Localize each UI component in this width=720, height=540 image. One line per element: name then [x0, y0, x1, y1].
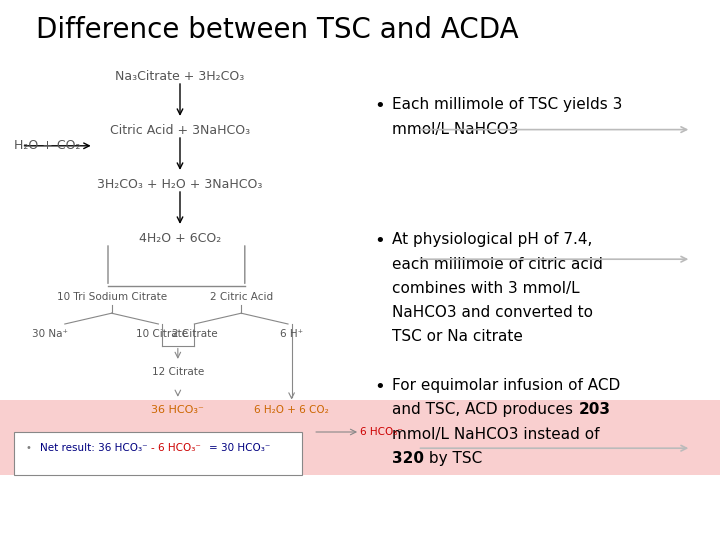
Bar — [0, 400, 720, 475]
Text: 10 Citrate: 10 Citrate — [136, 329, 188, 340]
Text: 203: 203 — [578, 402, 611, 417]
Text: 30 Na⁺: 30 Na⁺ — [32, 329, 68, 340]
Text: •: • — [374, 232, 385, 250]
Text: NaHCO3 and converted to: NaHCO3 and converted to — [392, 305, 593, 320]
Text: 2 Citrate: 2 Citrate — [171, 329, 217, 340]
Text: each millimole of citric acid: each millimole of citric acid — [392, 256, 603, 272]
Text: Na₃Citrate + 3H₂CO₃: Na₃Citrate + 3H₂CO₃ — [115, 70, 245, 83]
Text: mmol/L NaHCO3: mmol/L NaHCO3 — [392, 122, 519, 137]
Text: Each millimole of TSC yields 3: Each millimole of TSC yields 3 — [392, 97, 623, 112]
Text: - 6 HCO₃⁻: - 6 HCO₃⁻ — [151, 443, 204, 453]
Text: 320: 320 — [392, 451, 424, 466]
Text: TSC or Na citrate: TSC or Na citrate — [392, 329, 523, 345]
Text: 12 Citrate: 12 Citrate — [152, 367, 204, 377]
Text: •: • — [25, 443, 31, 453]
Text: 36 HCO₃⁻: 36 HCO₃⁻ — [151, 405, 204, 415]
Text: 6 H⁺: 6 H⁺ — [280, 329, 303, 340]
FancyBboxPatch shape — [14, 432, 302, 475]
Text: Citric Acid + 3NaHCO₃: Citric Acid + 3NaHCO₃ — [110, 124, 250, 137]
Text: For equimolar infusion of ACD: For equimolar infusion of ACD — [392, 378, 621, 393]
Text: 4H₂O + 6CO₂: 4H₂O + 6CO₂ — [139, 232, 221, 245]
Text: H₂O + CO₂: H₂O + CO₂ — [14, 139, 81, 152]
Text: Difference between TSC and ACDA: Difference between TSC and ACDA — [36, 16, 518, 44]
Text: 2 Citric Acid: 2 Citric Acid — [210, 292, 273, 302]
Text: 3H₂CO₃ + H₂O + 3NaHCO₃: 3H₂CO₃ + H₂O + 3NaHCO₃ — [97, 178, 263, 191]
Text: combines with 3 mmol/L: combines with 3 mmol/L — [392, 281, 580, 296]
Text: 6 HCO₃⁻: 6 HCO₃⁻ — [360, 427, 403, 437]
Text: 6 H₂O + 6 CO₂: 6 H₂O + 6 CO₂ — [254, 405, 329, 415]
Text: Net result: 36 HCO₃⁻: Net result: 36 HCO₃⁻ — [40, 443, 150, 453]
Text: At physiological pH of 7.4,: At physiological pH of 7.4, — [392, 232, 593, 247]
Text: mmol/L NaHCO3 instead of: mmol/L NaHCO3 instead of — [392, 427, 600, 442]
Text: and TSC, ACD produces: and TSC, ACD produces — [392, 402, 578, 417]
Text: 10 Tri Sodium Citrate: 10 Tri Sodium Citrate — [57, 292, 166, 302]
Text: •: • — [374, 378, 385, 396]
Text: •: • — [374, 97, 385, 115]
Text: = 30 HCO₃⁻: = 30 HCO₃⁻ — [209, 443, 270, 453]
Text: by TSC: by TSC — [424, 451, 482, 466]
